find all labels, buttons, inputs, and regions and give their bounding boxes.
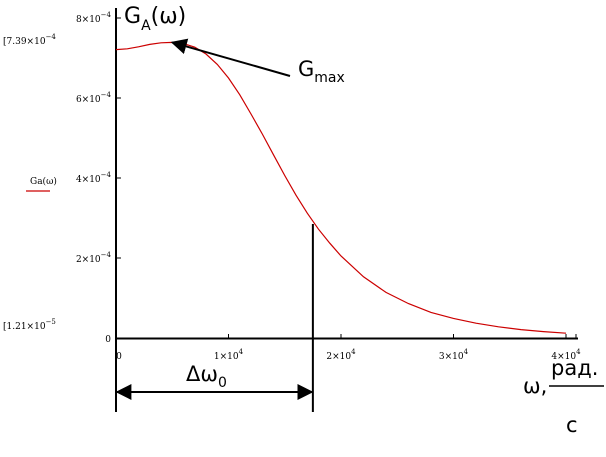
y-tick-label: 4×10−4	[76, 171, 112, 185]
x-tick-label: 0	[116, 352, 122, 362]
x-unit-numerator: рад.	[551, 356, 598, 380]
x-ticks: 0 1×104 2×104 3×104 4×104	[115, 334, 581, 362]
y-min-label: [1.21×10−5	[3, 318, 56, 332]
x-tick-label: 1×104	[214, 348, 244, 362]
series-line-ga	[115, 41, 567, 334]
y-ticks: 0 2×10−4 4×10−4 6×10−4 8×10−4	[76, 11, 121, 345]
x-tick-label: 4×104	[551, 348, 581, 362]
y-tick-label: 6×10−4	[76, 91, 112, 105]
gmax-label: Gmax	[298, 57, 345, 86]
y-tick-label: 0	[105, 335, 111, 345]
x-tick-label: 3×104	[439, 348, 469, 362]
y-max-label: [7.39×10−4	[3, 33, 56, 47]
x-unit-denominator: c	[566, 413, 578, 437]
y-tick-label: 8×10−4	[76, 11, 112, 25]
y-tick-label: 2×10−4	[76, 251, 112, 265]
y-axis-title: GA(ω)	[124, 4, 186, 34]
x-tick-label: 2×104	[326, 348, 356, 362]
x-unit-prefix: ω,	[523, 374, 547, 398]
legend-label: Ga(ω)	[30, 176, 57, 187]
gmax-arrow	[170, 38, 291, 77]
delta-label: Δω0	[186, 362, 227, 391]
